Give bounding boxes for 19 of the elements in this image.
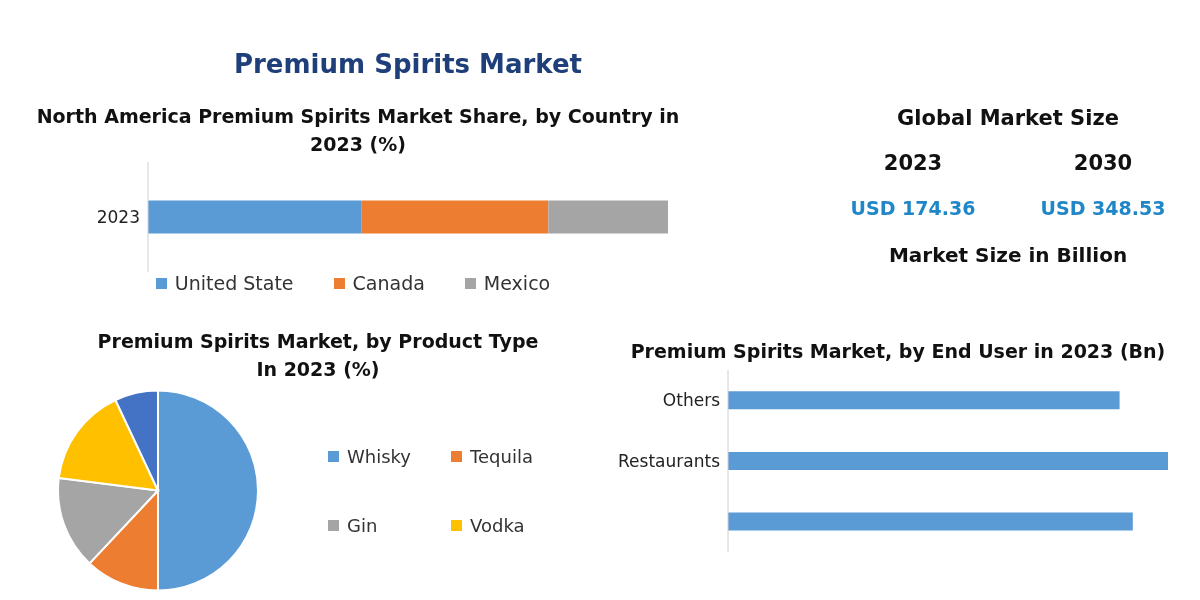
legend-label: Mexico <box>483 272 551 295</box>
chart-title: North America Premium Spirits Market Share, by Country in 2023 (%) <box>35 104 681 157</box>
chart-title: Premium Spirits Market, by End User in 2023 (Bn) <box>629 339 1167 364</box>
text: Global Market Size <box>896 105 1120 132</box>
category-label: 2030 <box>1072 151 1134 176</box>
legend-label: Gin <box>347 514 378 536</box>
legend-label: Whisky <box>347 445 412 467</box>
legend-label: Vodka <box>470 514 525 536</box>
legend-label: Tequila <box>470 445 533 467</box>
text: USD 174.36 <box>850 197 976 220</box>
legend-label: Canada <box>352 272 425 295</box>
legend-label: United State <box>174 272 294 295</box>
text: USD 348.53 <box>1040 197 1166 220</box>
category-label: 2023 <box>882 151 944 176</box>
y-tick-label: Others <box>662 389 721 410</box>
text: Market Size in Billion <box>887 243 1129 268</box>
chart-title: Premium Spirits Market, by Product Type In 2023 (%) <box>96 329 540 382</box>
y-tick-label: Restaurants <box>618 450 721 471</box>
text: Premium Spirits Market <box>233 48 583 81</box>
